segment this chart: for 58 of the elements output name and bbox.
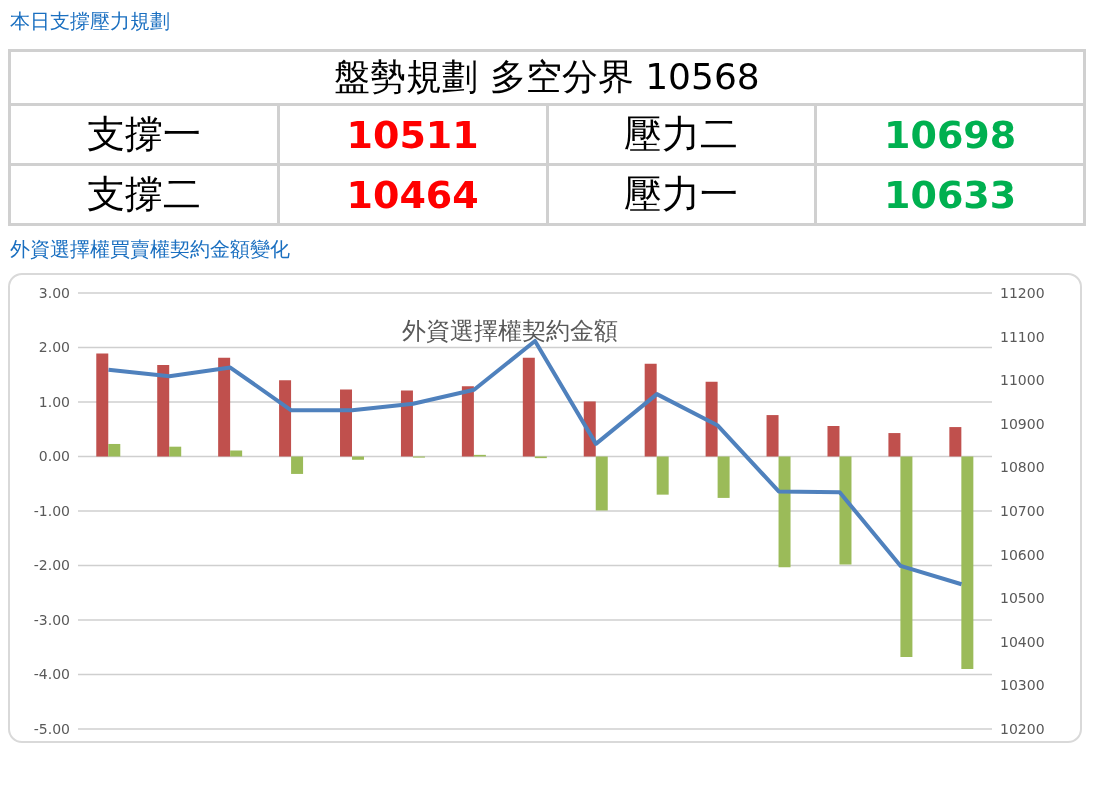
bar	[644, 363, 657, 457]
bar	[766, 415, 779, 457]
y-tick-label: 1.00	[38, 393, 70, 410]
y-tick-label: -2.00	[33, 557, 70, 574]
bar	[839, 456, 852, 565]
y2-tick-label: 11200	[1000, 284, 1045, 301]
bar	[461, 386, 474, 457]
text: 支撐二	[9, 164, 279, 225]
y-tick-label: -1.00	[33, 502, 70, 519]
y-tick-label: -3.00	[33, 611, 70, 628]
bar	[400, 390, 413, 457]
bar	[291, 456, 304, 474]
text: 壓力二	[547, 104, 816, 165]
text: 10511	[278, 104, 547, 165]
bar	[595, 456, 608, 511]
bar	[279, 380, 292, 457]
y2-tick-label: 10500	[1000, 590, 1045, 607]
bar	[705, 381, 718, 457]
text: 支撐一	[9, 104, 279, 165]
text: 10698	[815, 104, 1085, 165]
y2-tick-label: 10300	[1000, 677, 1045, 694]
y2-tick-label: 10900	[1000, 415, 1045, 432]
bar	[218, 357, 231, 457]
y2-tick-label: 11100	[1000, 328, 1045, 345]
bar	[169, 446, 182, 457]
chart-title: 外資選擇權買賣權契約金額變化	[10, 236, 291, 263]
bar	[827, 425, 840, 457]
y-tick-label: 3.00	[38, 284, 70, 301]
bar	[717, 456, 730, 498]
y2-tick-label: 10800	[1000, 459, 1045, 476]
text: 本日支撐壓力規劃	[10, 8, 171, 35]
y-tick-label: -5.00	[33, 720, 70, 737]
bar	[230, 450, 243, 457]
text: 盤勢規劃 多空分界 10568	[9, 50, 1085, 105]
bar	[656, 456, 669, 495]
y-tick-label: -4.00	[33, 666, 70, 683]
bar	[108, 443, 121, 457]
bar	[157, 364, 170, 457]
y2-tick-label: 10600	[1000, 546, 1045, 563]
bar	[900, 456, 913, 658]
y2-tick-label: 10200	[1000, 720, 1045, 737]
bar	[96, 353, 109, 457]
text: 外資選擇權契約金額	[402, 317, 618, 345]
y2-tick-label: 11000	[1000, 372, 1045, 389]
bar	[522, 357, 535, 457]
text: 10633	[815, 164, 1085, 225]
y2-tick-label: 10400	[1000, 633, 1045, 650]
y-tick-label: 0.00	[38, 448, 70, 465]
bar	[778, 456, 791, 568]
text: 壓力一	[547, 164, 816, 225]
y2-tick-label: 10700	[1000, 502, 1045, 519]
bar	[888, 433, 901, 457]
bar	[949, 427, 962, 457]
bar	[961, 456, 974, 670]
y-tick-label: 2.00	[38, 339, 70, 356]
text: 10464	[278, 164, 547, 225]
bar	[340, 389, 353, 457]
bar	[352, 456, 365, 460]
